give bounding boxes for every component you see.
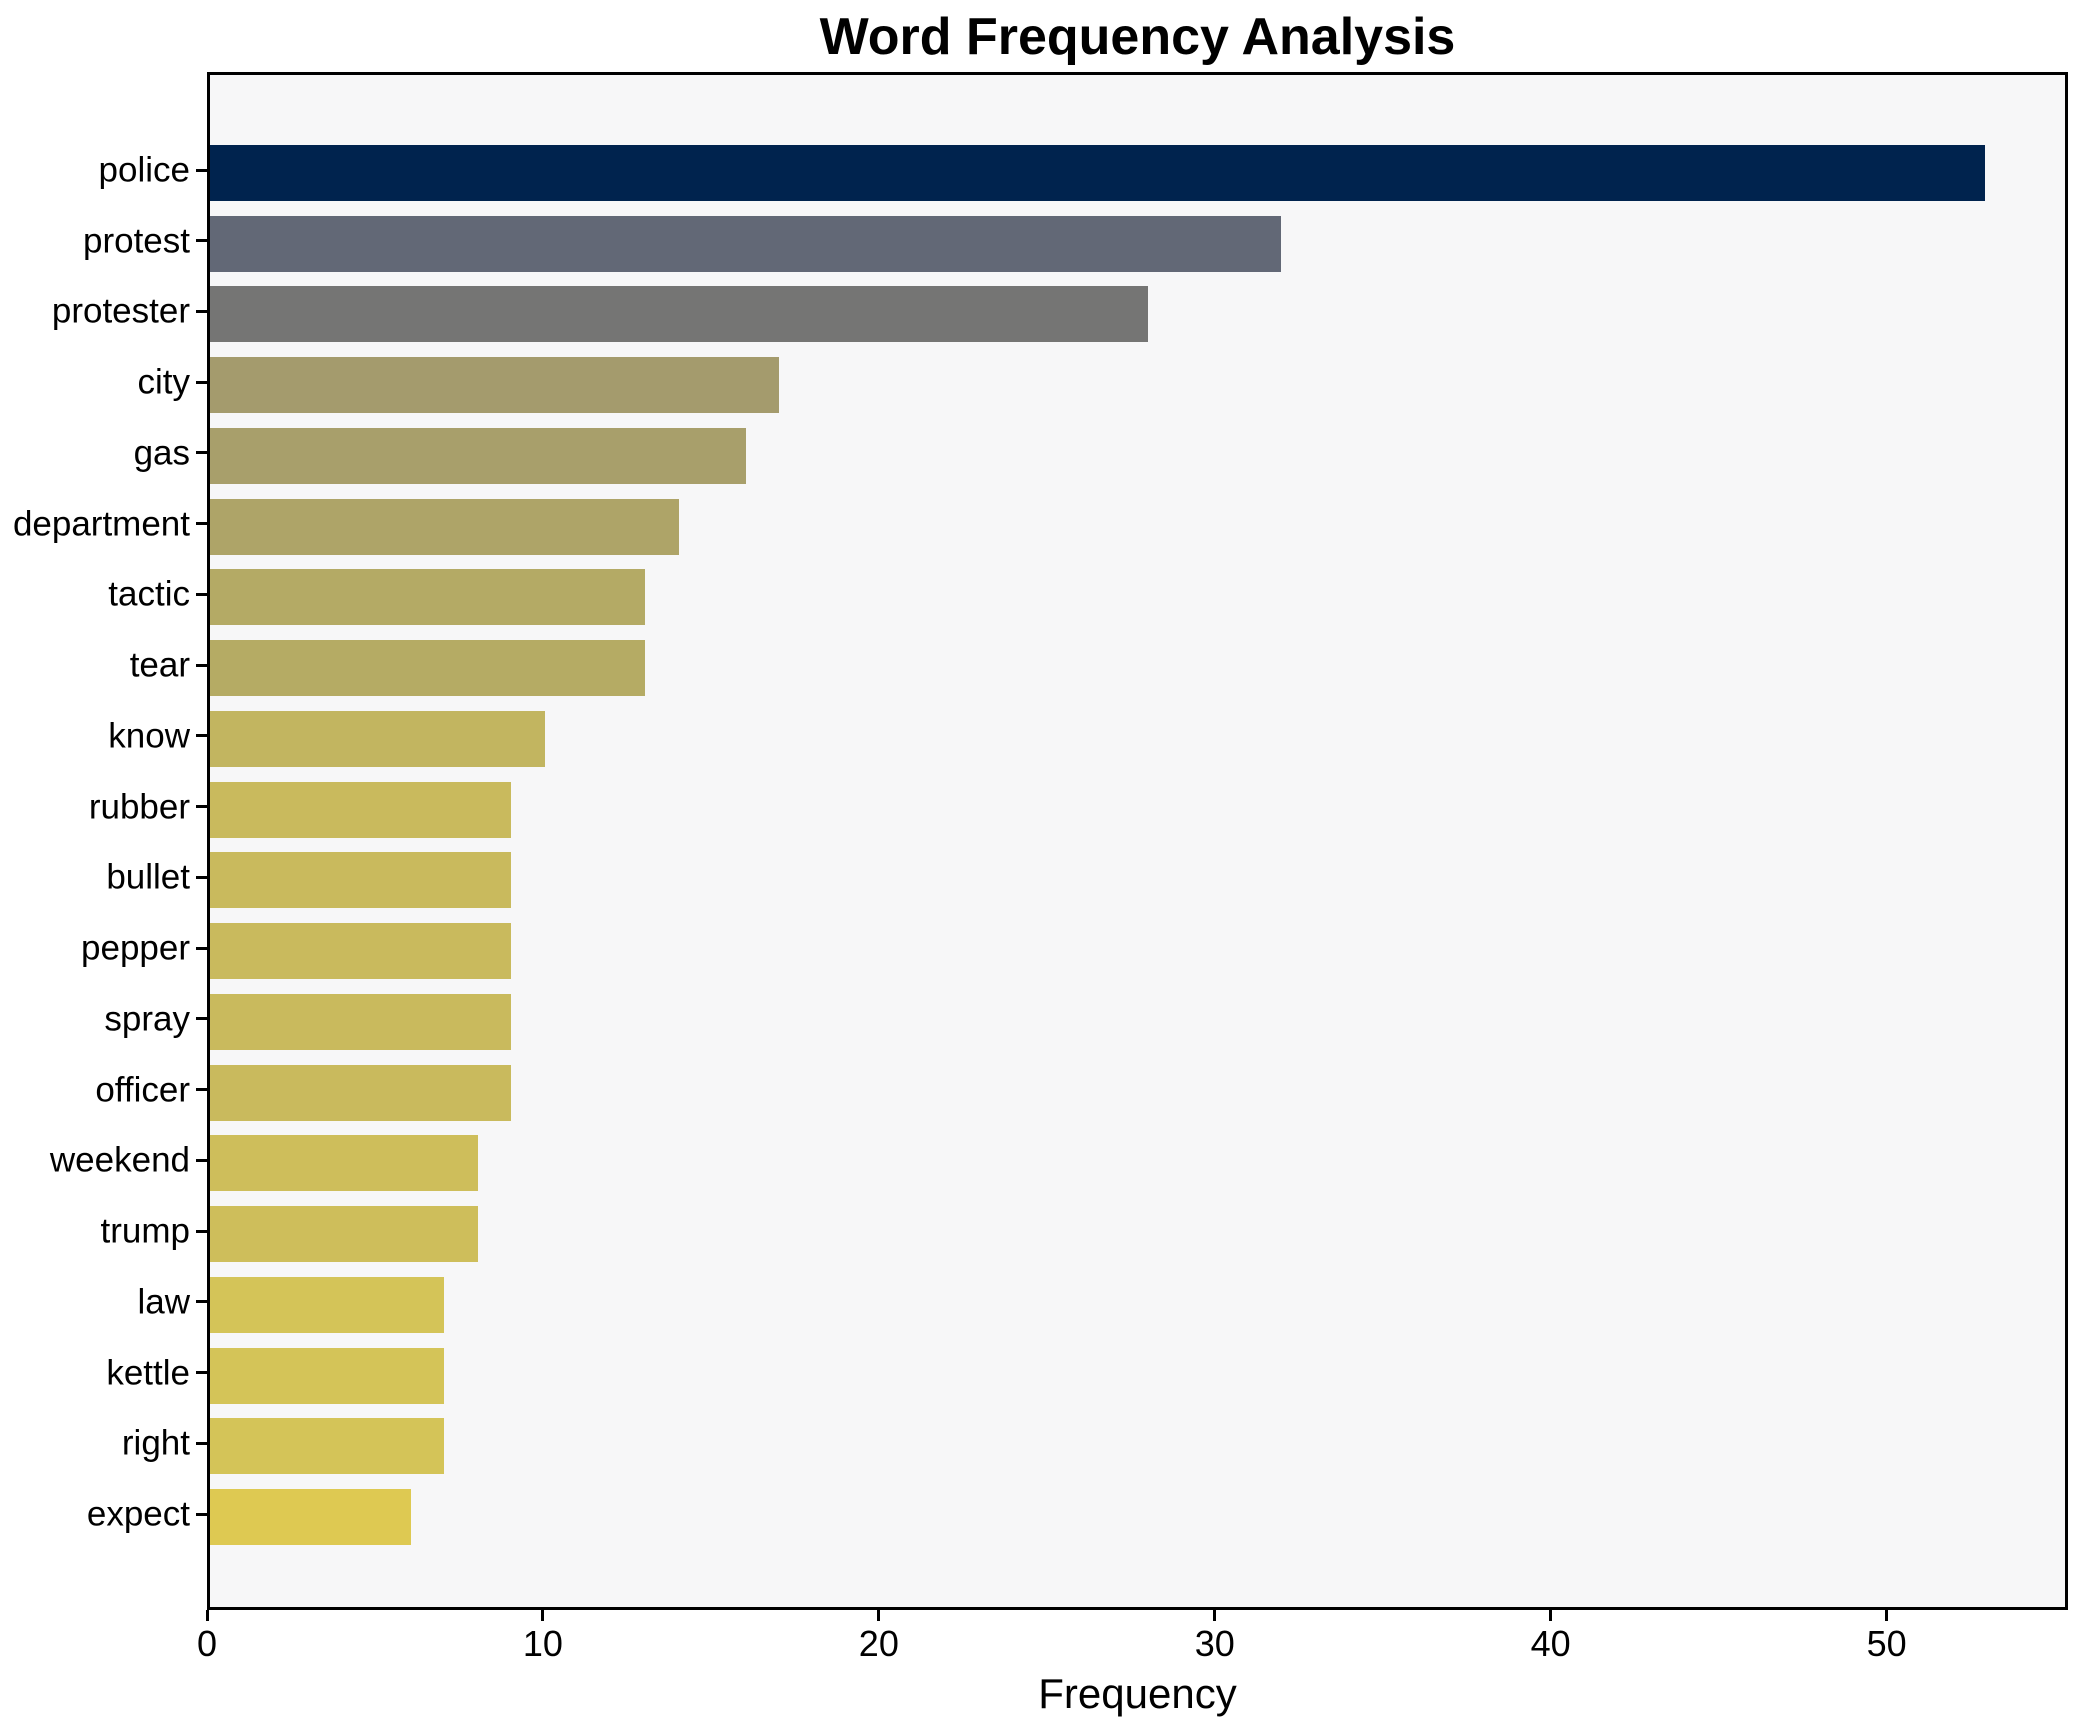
y-tick <box>196 1017 207 1021</box>
x-tick <box>877 1610 881 1621</box>
y-tick <box>196 734 207 738</box>
x-tick-label: 30 <box>1194 1623 1235 1664</box>
bar-bullet <box>210 852 512 909</box>
y-tick <box>196 1158 207 1162</box>
bar-expect <box>210 1489 411 1546</box>
y-tick-label: right <box>121 1423 190 1463</box>
y-tick-label: tear <box>129 645 190 685</box>
bar-city <box>210 357 780 414</box>
plot-area <box>207 72 2068 1610</box>
y-tick-label: know <box>108 716 190 756</box>
x-tick-label: 50 <box>1866 1623 1907 1664</box>
y-tick <box>196 380 207 384</box>
y-tick <box>196 451 207 455</box>
bar-department <box>210 498 679 555</box>
y-tick-label: law <box>137 1282 190 1322</box>
bar-tactic <box>210 569 646 626</box>
y-tick <box>196 875 207 879</box>
bar-rubber <box>210 781 512 838</box>
y-tick-label: rubber <box>88 787 190 827</box>
bar-police <box>210 145 1985 201</box>
bar-gas <box>210 427 746 484</box>
y-tick <box>196 663 207 667</box>
y-tick <box>196 592 207 596</box>
bar-weekend <box>210 1135 478 1192</box>
y-tick-label: police <box>98 150 190 190</box>
y-tick-label: officer <box>95 1070 190 1110</box>
y-tick-label: spray <box>104 999 190 1039</box>
bar-tear <box>210 640 646 697</box>
y-tick-label: trump <box>100 1211 190 1251</box>
y-tick-label: kettle <box>106 1353 190 1393</box>
y-tick <box>196 1300 207 1304</box>
x-tick <box>1549 1610 1553 1621</box>
bar-protester <box>210 286 1148 343</box>
y-tick-label: weekend <box>49 1140 190 1180</box>
y-tick <box>196 805 207 809</box>
y-tick-label: tactic <box>108 574 190 614</box>
bar-know <box>210 710 545 767</box>
y-tick <box>196 239 207 243</box>
bar-kettle <box>210 1347 445 1404</box>
y-tick <box>196 1441 207 1445</box>
y-tick <box>196 1088 207 1092</box>
y-tick-label: protester <box>51 291 190 331</box>
x-axis-label: Frequency <box>1038 1670 1237 1717</box>
x-tick <box>205 1610 209 1621</box>
x-tick <box>541 1610 545 1621</box>
bar-law <box>210 1276 445 1333</box>
x-tick-label: 20 <box>858 1623 899 1664</box>
bar-protest <box>210 215 1282 272</box>
x-tick-label: 0 <box>196 1623 218 1664</box>
bar-pepper <box>210 923 512 980</box>
y-tick <box>196 522 207 526</box>
bar-right <box>210 1418 445 1475</box>
bar-trump <box>210 1206 478 1263</box>
x-tick <box>1213 1610 1217 1621</box>
x-tick-label: 40 <box>1530 1623 1571 1664</box>
y-tick-label: department <box>12 504 190 544</box>
x-tick-label: 10 <box>522 1623 563 1664</box>
chart-title: Word Frequency Analysis <box>819 8 1456 66</box>
y-tick <box>196 946 207 950</box>
x-tick <box>1885 1610 1889 1621</box>
y-tick <box>196 1512 207 1516</box>
y-tick-label: gas <box>133 433 190 473</box>
y-tick <box>196 1229 207 1233</box>
y-tick <box>196 168 207 172</box>
bar-officer <box>210 1064 512 1121</box>
y-tick <box>196 1371 207 1375</box>
y-tick-label: protest <box>83 221 190 261</box>
y-tick-label: expect <box>86 1494 190 1534</box>
y-tick <box>196 309 207 313</box>
y-tick-label: bullet <box>106 857 190 897</box>
bar-spray <box>210 993 512 1050</box>
y-tick-label: city <box>137 362 191 402</box>
y-tick-label: pepper <box>81 928 190 968</box>
